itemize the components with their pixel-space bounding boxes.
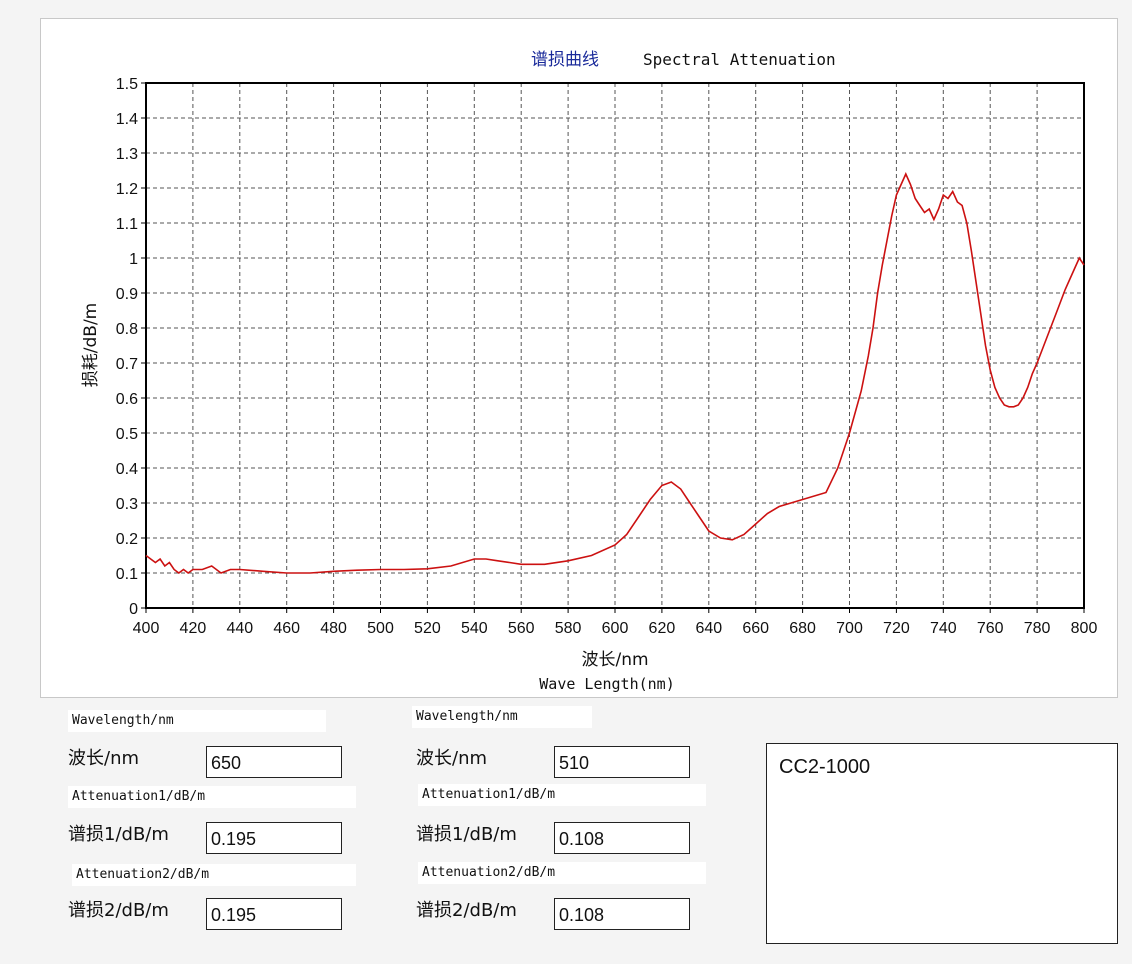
y-tick-label: 0.4 <box>116 461 138 478</box>
y-tick-label: 1.4 <box>116 111 138 128</box>
x-tick-label: 560 <box>508 620 535 637</box>
y-tick-label: 0.1 <box>116 566 138 583</box>
x-tick-label: 720 <box>883 620 910 637</box>
y-tick-label: 0.2 <box>116 531 138 548</box>
col2-wavelength-field[interactable]: 510 <box>554 746 690 778</box>
x-tick-label: 680 <box>789 620 816 637</box>
x-tick-label: 540 <box>461 620 488 637</box>
col1-attenuation1-en-label: Attenuation1/dB/m <box>68 786 356 808</box>
col1-attenuation2-cn-label: 谱损2/dB/m <box>68 900 169 921</box>
col1-attenuation1-cn-label: 谱损1/dB/m <box>68 824 169 845</box>
chart-title-en: Spectral Attenuation <box>643 50 836 69</box>
attenuation-line <box>145 172 1085 574</box>
col2-wavelength-en-label: Wavelength/nm <box>412 706 592 728</box>
col2-attenuation1-cn-label: 谱损1/dB/m <box>416 824 517 845</box>
x-tick-label: 440 <box>226 620 253 637</box>
y-tick-label: 0.5 <box>116 426 138 443</box>
y-tick-label: 1.5 <box>116 76 138 93</box>
x-tick-label: 740 <box>930 620 957 637</box>
col1-wavelength-en-label: Wavelength/nm <box>68 710 326 732</box>
y-tick-label: 1.1 <box>116 216 138 233</box>
col2-attenuation1-field[interactable]: 0.108 <box>554 822 690 854</box>
x-tick-label: 400 <box>133 620 160 637</box>
x-tick-label: 600 <box>602 620 629 637</box>
y-axis-label: 损耗/dB/m <box>81 303 101 387</box>
y-tick-label: 0.8 <box>116 321 138 338</box>
col2-attenuation1-en-label: Attenuation1/dB/m <box>418 784 706 806</box>
y-tick-label: 0.9 <box>116 286 138 303</box>
col1-attenuation2-field[interactable]: 0.195 <box>206 898 342 930</box>
col1-attenuation2-en-label: Attenuation2/dB/m <box>72 864 356 886</box>
col1-attenuation1-field[interactable]: 0.195 <box>206 822 342 854</box>
col2-attenuation2-field[interactable]: 0.108 <box>554 898 690 930</box>
x-axis-label-en: Wave Length(nm) <box>539 675 674 693</box>
col2-attenuation2-en-label: Attenuation2/dB/m <box>418 862 706 884</box>
y-tick-label: 0.6 <box>116 391 138 408</box>
x-tick-label: 500 <box>367 620 394 637</box>
y-tick-label: 0 <box>129 601 138 618</box>
col1-wavelength-field[interactable]: 650 <box>206 746 342 778</box>
col1-wavelength-cn-label: 波长/nm <box>68 748 140 769</box>
x-tick-label: 520 <box>414 620 441 637</box>
chart-title-en-bg <box>633 45 889 71</box>
spectral-attenuation-chart: 谱损曲线 Spectral Attenuation 00.10.20.30.40… <box>81 41 1098 694</box>
x-tick-label: 780 <box>1024 620 1051 637</box>
y-tick-layer: 0 0.1 0.2 0.3 0.4 0.5 0.6 0.7 0.8 0.9 1 1.1 1.2 1.3 1.… <box>116 76 146 618</box>
x-tick-label: 580 <box>555 620 582 637</box>
y-tick-label: 0.3 <box>116 496 138 513</box>
grid-layer <box>146 83 1084 608</box>
x-tick-label: 760 <box>977 620 1004 637</box>
model-textbox[interactable]: CC2-1000 <box>766 743 1118 944</box>
y-tick-label: 1.3 <box>116 146 138 163</box>
x-tick-label: 460 <box>273 620 300 637</box>
x-tick-label: 700 <box>836 620 863 637</box>
y-tick-label: 1.2 <box>116 181 138 198</box>
x-tick-label: 420 <box>180 620 207 637</box>
col2-attenuation2-cn-label: 谱损2/dB/m <box>416 900 517 921</box>
y-tick-label: 1 <box>129 251 138 268</box>
x-tick-label: 800 <box>1071 620 1098 637</box>
x-tick-label: 480 <box>320 620 347 637</box>
x-axis-label-cn: 波长/nm <box>581 650 648 670</box>
col2-wavelength-cn-label: 波长/nm <box>416 748 488 769</box>
chart-title-cn: 谱损曲线 <box>531 50 599 70</box>
x-tick-layer: 400 420 440 460 480 500 520 540 560 580 600 620 640 6… <box>133 608 1098 637</box>
chart-title-bg <box>141 41 337 69</box>
x-tick-label: 640 <box>695 620 722 637</box>
x-tick-label: 620 <box>649 620 676 637</box>
chart-panel: 谱损曲线 Spectral Attenuation 0 0.1 0.2 0.3 0.4 0… <box>40 18 1118 698</box>
x-tick-label: 660 <box>742 620 769 637</box>
x-axis-label-en-bg <box>501 670 787 694</box>
y-tick-label: 0.7 <box>116 356 138 373</box>
